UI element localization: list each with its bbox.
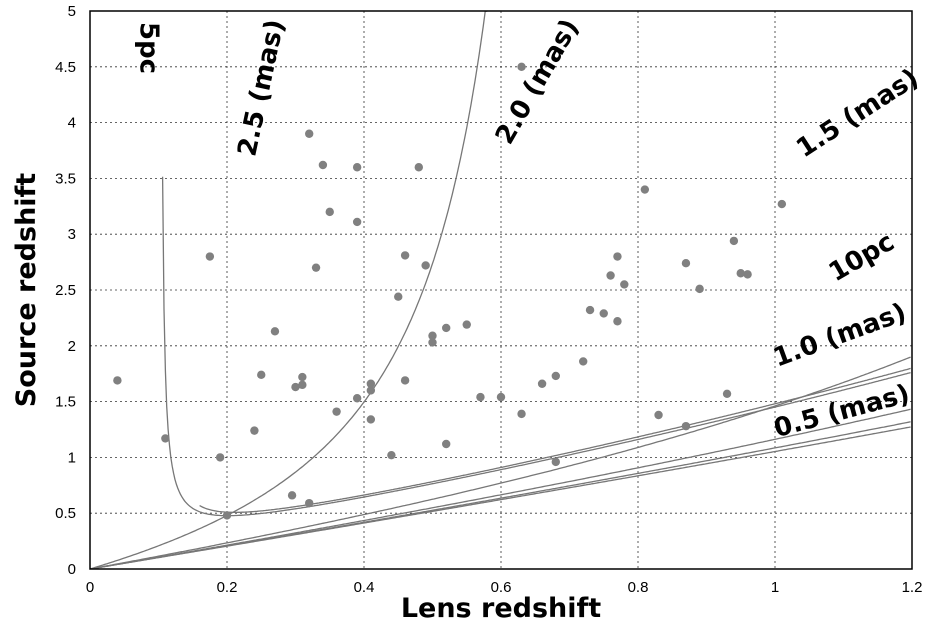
x-tick-label: 0 [86,579,94,596]
data-point [552,458,560,466]
data-point [223,511,231,519]
curve-label: 2.0 (mas) [490,14,585,149]
data-point [206,252,214,260]
data-point [367,386,375,394]
data-point [778,200,786,208]
data-point [216,453,224,461]
y-tick-label: 0 [68,561,76,578]
curve-label: 2.5 (mas) [232,17,290,159]
data-point [298,373,306,381]
data-point [682,259,690,267]
data-point [641,185,649,193]
y-tick-label: 0.5 [55,505,76,522]
y-tick-label: 4 [68,115,76,132]
data-point [298,381,306,389]
data-point [288,491,296,499]
y-tick-label: 3.5 [55,170,76,187]
data-point [305,130,313,138]
y-tick-label: 5 [68,3,76,20]
data-point [326,208,334,216]
data-point [250,426,258,434]
data-point [415,163,423,171]
data-point [600,309,608,317]
y-tick-label: 2.5 [55,282,76,299]
y-tick-label: 1.5 [55,394,76,411]
y-tick-labels: 0 0.5 1 1.5 2 2.5 3 3.5 4 4.5 5 [55,3,76,578]
data-point [463,320,471,328]
grid-lines [90,11,912,569]
data-point [257,371,265,379]
y-tick-label: 4.5 [55,59,76,76]
data-point [743,270,751,278]
data-point [312,263,320,271]
data-point [517,63,525,71]
x-tick-label: 1.2 [902,579,923,596]
data-point [654,411,662,419]
data-point [723,390,731,398]
x-tick-label: 0.4 [354,579,375,596]
data-points [113,63,786,520]
data-point [552,372,560,380]
data-point [730,237,738,245]
curve-label: 10pc [824,227,900,288]
data-point [353,218,361,226]
curve-label: 1.0 (mas) [769,298,910,374]
data-point [113,376,121,384]
x-tick-label: 0.2 [217,579,238,596]
data-point [620,280,628,288]
data-point [161,434,169,442]
data-point [319,161,327,169]
data-point [353,163,361,171]
data-point [613,317,621,325]
data-point [695,285,703,293]
curve-label: 5pc [134,22,164,74]
data-point [579,357,587,365]
data-point [332,407,340,415]
data-point [586,306,594,314]
data-point [476,393,484,401]
curve-label: 1.5 (mas) [791,63,924,164]
x-tick-label: 0.8 [628,579,649,596]
data-point [305,499,313,507]
data-point [517,410,525,418]
x-axis-title: Lens redshift [401,593,601,624]
y-tick-label: 2 [68,338,76,355]
data-point [538,380,546,388]
data-point [613,252,621,260]
data-point [401,251,409,259]
curve-label: 0.5 (mas) [771,379,913,444]
data-point [271,327,279,335]
y-tick-label: 3 [68,226,76,243]
x-tick-label: 1 [771,579,779,596]
data-point [367,415,375,423]
data-point [401,376,409,384]
curve-labels: 5pc 10pc 2.5 (mas) 2.0 (mas) 1.5 (mas) 1.0 (m… [134,14,925,444]
data-point [428,338,436,346]
data-point [442,440,450,448]
data-point [682,422,690,430]
data-point [353,394,361,402]
y-tick-label: 1 [68,449,76,466]
data-point [387,451,395,459]
data-point [497,393,505,401]
data-point [421,261,429,269]
data-point [606,271,614,279]
y-axis-title: Source redshift [11,173,42,407]
data-point [442,324,450,332]
data-point [394,292,402,300]
